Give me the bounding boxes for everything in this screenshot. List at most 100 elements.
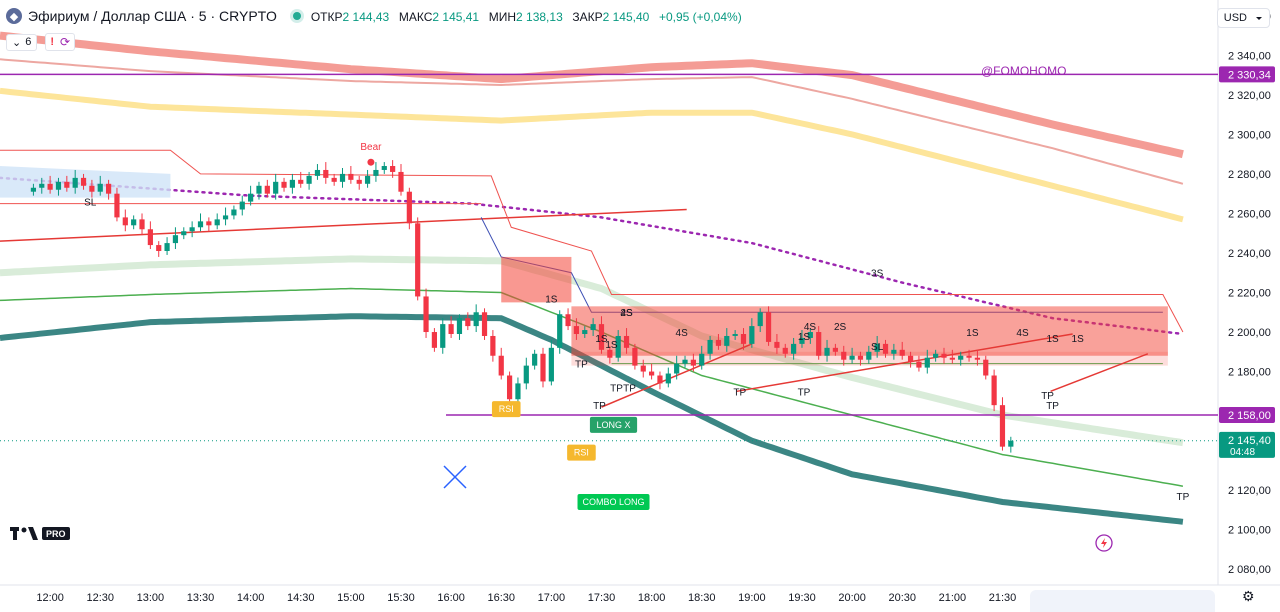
candle-body (131, 219, 137, 226)
indicator-label: 1S (605, 340, 618, 351)
candle-body (866, 351, 872, 360)
candle-body (966, 355, 972, 358)
candle-body (381, 166, 387, 170)
indicator-label: TP (593, 401, 606, 412)
ohlc-values: ОТКР2 144,43 МАКС2 145,41 МИН2 138,13 ЗА… (311, 9, 748, 24)
time-tick-label: 17:00 (538, 592, 566, 604)
logo-text: PRO (46, 529, 66, 539)
indicator-label: TP (798, 387, 811, 398)
low-value: 2 138,13 (516, 9, 563, 24)
candle-body (540, 353, 546, 382)
candle-body (1008, 440, 1014, 447)
candle-body (156, 245, 162, 251)
time-tick-label: 12:00 (36, 592, 64, 604)
time-tick-label: 18:30 (688, 592, 716, 604)
chevron-down-icon: ⌄ (12, 36, 22, 49)
price-label-text: 2 330,34 (1228, 69, 1271, 81)
indicator-label: 2S (620, 308, 633, 319)
symbol-row: ◆ Эфириум / Доллар США · 5 · CRYPTO ОТКР… (6, 8, 748, 24)
candle-body (481, 312, 488, 336)
candle-body (222, 215, 229, 220)
candle-body (615, 335, 621, 358)
upper-band-red (0, 31, 1184, 159)
candle-body (699, 353, 705, 366)
candle-body (598, 324, 605, 350)
candle-body (724, 335, 730, 346)
price-axis: 2 360,002 340,002 320,002 300,002 280,00… (1219, 11, 1275, 576)
candle-body (122, 217, 128, 226)
price-tick-label: 2 100,00 (1228, 525, 1271, 537)
price-label-countdown: 04:48 (1230, 447, 1255, 458)
gear-icon[interactable]: ⚙ (1242, 588, 1255, 604)
indicator-label: TP (623, 383, 636, 394)
time-tick-label: 15:00 (337, 592, 365, 604)
candle-body (248, 193, 254, 202)
indicator-label: TP (610, 383, 623, 394)
candle-body (924, 357, 930, 368)
candle-body (331, 177, 337, 182)
sell-zone-1 (501, 256, 572, 303)
chart-grid (0, 0, 1280, 586)
candle-body (949, 357, 955, 360)
candle-body (373, 169, 379, 176)
time-tick-label: 19:00 (738, 592, 766, 604)
indicator-bands (0, 31, 1185, 525)
price-label-box (1219, 407, 1275, 424)
signal-badge (577, 493, 650, 510)
tradingview-logo: PRO (10, 527, 70, 540)
candle-body (189, 227, 195, 232)
candle-body (465, 318, 471, 327)
indicator-status-button[interactable]: ! ⟳ (45, 33, 76, 51)
dotted-trend-line (0, 176, 1185, 336)
candle-body (456, 318, 463, 335)
signal-badge (567, 444, 596, 461)
candle-body (649, 371, 655, 376)
candle-body (807, 332, 813, 338)
indicator-label: 1S (595, 334, 608, 345)
indicator-count: 6 (25, 36, 32, 48)
currency-select[interactable]: USD (1216, 8, 1270, 28)
time-tick-label: 21:30 (989, 592, 1017, 604)
indicator-label: 1S (545, 294, 558, 305)
candle-body (916, 361, 922, 368)
price-tick-label: 2 320,00 (1228, 90, 1271, 102)
candle-body (106, 183, 112, 194)
candle-body (849, 355, 855, 360)
candle-body (139, 219, 145, 230)
warning-icon: ! (50, 36, 55, 48)
upper-band-pink (0, 58, 1184, 185)
time-axis: 12:00 12:30 13:00 13:30 14:00 14:30 15:00 15:30… (36, 592, 1066, 604)
candle-body (832, 347, 838, 352)
candle-body (690, 359, 696, 366)
indicator-label: 3S (871, 269, 884, 280)
candle-body (682, 359, 688, 364)
candle-body (983, 359, 989, 376)
lower-band-teal (0, 313, 1184, 525)
signal-badge-text: RSI (574, 448, 589, 458)
bottom-toolbar[interactable] (1030, 590, 1215, 612)
red-diagonal-3 (1050, 353, 1149, 393)
candle-body (548, 347, 554, 382)
candle-body (774, 341, 780, 348)
price-tick-label: 2 220,00 (1228, 288, 1271, 300)
indicator-label: 4S (620, 308, 633, 319)
price-tick-label: 2 280,00 (1228, 169, 1271, 181)
chart-header: ◆ Эфириум / Доллар США · 5 · CRYPTO ОТКР… (0, 0, 1280, 56)
signal-badge-text: COMBO LONG (583, 497, 645, 507)
candle-body (523, 365, 529, 384)
candle-body (557, 314, 563, 348)
symbol-title[interactable]: Эфириум / Доллар США · 5 · CRYPTO (28, 8, 277, 24)
candle-body (674, 363, 680, 374)
lightning-icon[interactable] (1095, 534, 1113, 552)
price-tick-label: 2 200,00 (1228, 327, 1271, 339)
close-label: ЗАКР (572, 9, 603, 24)
indicators-toggle-button[interactable]: ⌄ 6 (6, 33, 38, 51)
candle-body (573, 326, 580, 335)
price-tick-label: 2 260,00 (1228, 208, 1271, 220)
candle-body (47, 183, 53, 190)
watermark: @FOMOHOMO (981, 64, 1067, 78)
refresh-icon: ⟳ (60, 35, 71, 49)
upper-band-yellow (0, 87, 1184, 223)
signal-badge-text: RSI (499, 404, 514, 414)
